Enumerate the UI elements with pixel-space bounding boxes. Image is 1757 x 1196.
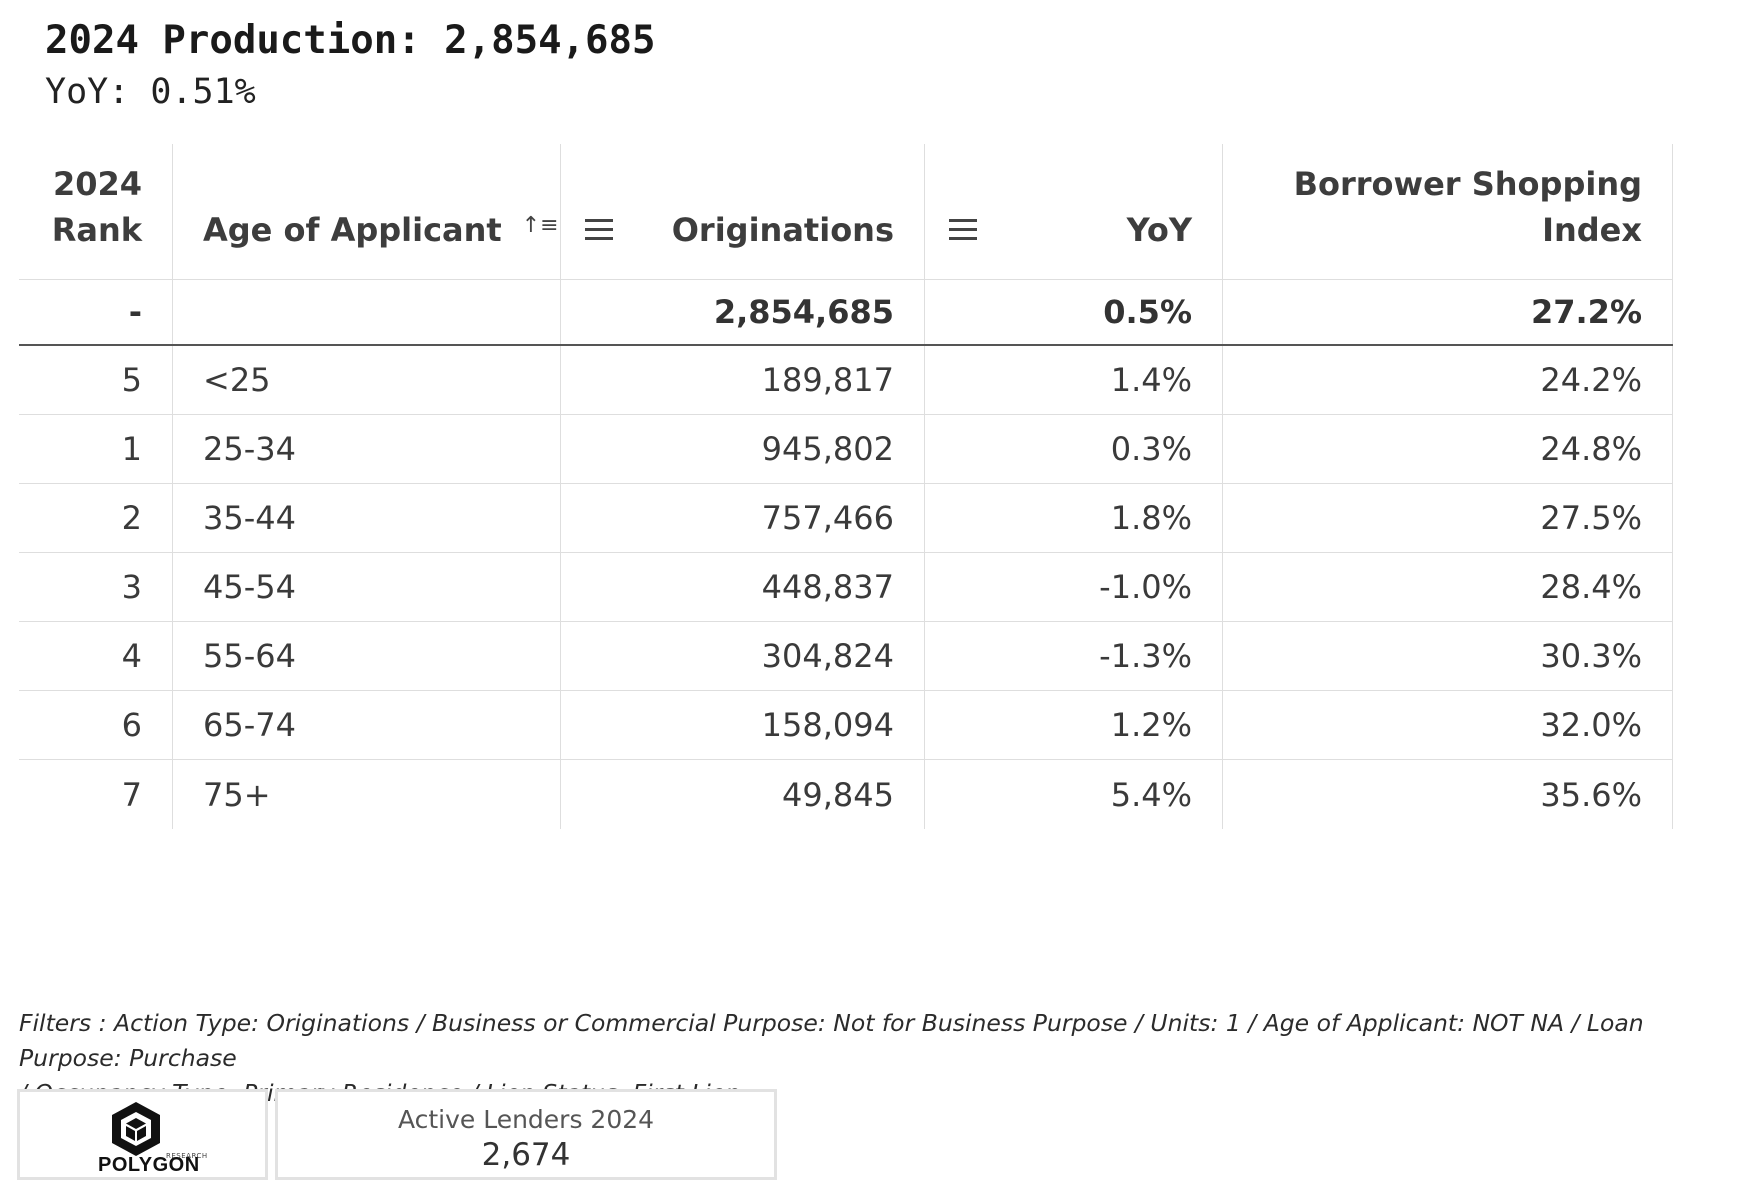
table-header-row: 2024 Rank Age of Applicant ↑≡ Originatio… — [19, 144, 1673, 280]
filters-line-1: Filters : Action Type: Originations / Bu… — [19, 1009, 1644, 1072]
table-row[interactable]: 1 25-34 945,802 0.3% 24.8% — [19, 415, 1673, 484]
cell-yoy: -1.3% — [925, 622, 1223, 690]
table-row[interactable]: 7 75+ 49,845 5.4% 35.6% — [19, 760, 1673, 829]
cell-yoy: 5.4% — [925, 760, 1223, 829]
cell-bsi: 35.6% — [1223, 760, 1673, 829]
table-row[interactable]: 4 55-64 304,824 -1.3% 30.3% — [19, 622, 1673, 691]
column-menu-icon[interactable] — [949, 219, 977, 241]
column-header-yoy-label: YoY — [1126, 211, 1192, 249]
column-header-bsi-line1: Borrower Shopping — [1293, 165, 1642, 203]
cell-rank: 5 — [19, 346, 173, 414]
table-total-row: - 2,854,685 0.5% 27.2% — [19, 280, 1673, 346]
table-row[interactable]: 5 <25 189,817 1.4% 24.2% — [19, 346, 1673, 415]
active-lenders-label: Active Lenders 2024 — [397, 1105, 655, 1134]
column-header-originations-label: Originations — [671, 211, 894, 249]
table-row[interactable]: 6 65-74 158,094 1.2% 32.0% — [19, 691, 1673, 760]
table-row[interactable]: 2 35-44 757,466 1.8% 27.5% — [19, 484, 1673, 553]
sort-ascending-icon[interactable]: ↑≡ — [521, 213, 559, 238]
page-subtitle: YoY: 0.51% — [45, 72, 256, 112]
cell-age: 25-34 — [173, 415, 561, 483]
cell-yoy: 1.8% — [925, 484, 1223, 552]
total-yoy: 0.5% — [925, 280, 1223, 344]
total-originations: 2,854,685 — [561, 280, 925, 344]
column-header-age[interactable]: Age of Applicant ↑≡ — [173, 144, 561, 279]
cell-age: 65-74 — [173, 691, 561, 759]
table-row[interactable]: 3 45-54 448,837 -1.0% 28.4% — [19, 553, 1673, 622]
total-rank: - — [19, 280, 173, 344]
cell-originations: 189,817 — [561, 346, 925, 414]
column-header-rank-line1: 2024 — [52, 165, 142, 203]
total-age — [173, 280, 561, 344]
cell-yoy: 0.3% — [925, 415, 1223, 483]
cell-originations: 757,466 — [561, 484, 925, 552]
active-lenders-value: 2,674 — [481, 1137, 571, 1173]
cell-bsi: 28.4% — [1223, 553, 1673, 621]
column-header-yoy[interactable]: YoY — [925, 144, 1223, 279]
polygon-logo-card: RESEARCH POLYGON — [17, 1089, 268, 1180]
cell-bsi: 32.0% — [1223, 691, 1673, 759]
cell-age: 45-54 — [173, 553, 561, 621]
cell-rank: 4 — [19, 622, 173, 690]
cell-originations: 49,845 — [561, 760, 925, 829]
cell-yoy: 1.4% — [925, 346, 1223, 414]
column-header-bsi[interactable]: Borrower Shopping Index — [1223, 144, 1673, 279]
cell-age: 55-64 — [173, 622, 561, 690]
page-title: 2024 Production: 2,854,685 — [45, 18, 656, 63]
cell-originations: 945,802 — [561, 415, 925, 483]
cell-originations: 448,837 — [561, 553, 925, 621]
cell-rank: 1 — [19, 415, 173, 483]
page-header: 2024 Production: 2,854,685 YoY: 0.51% — [45, 14, 655, 116]
cell-originations: 158,094 — [561, 691, 925, 759]
cell-yoy: 1.2% — [925, 691, 1223, 759]
cell-yoy: -1.0% — [925, 553, 1223, 621]
cell-age: 35-44 — [173, 484, 561, 552]
cell-rank: 2 — [19, 484, 173, 552]
cell-bsi: 24.8% — [1223, 415, 1673, 483]
cell-rank: 3 — [19, 553, 173, 621]
cell-rank: 6 — [19, 691, 173, 759]
column-header-rank[interactable]: 2024 Rank — [19, 144, 173, 279]
total-bsi: 27.2% — [1223, 280, 1673, 344]
cell-bsi: 30.3% — [1223, 622, 1673, 690]
cell-bsi: 24.2% — [1223, 346, 1673, 414]
active-lenders-card: Active Lenders 2024 2,674 — [275, 1089, 777, 1180]
cell-originations: 304,824 — [561, 622, 925, 690]
cell-bsi: 27.5% — [1223, 484, 1673, 552]
logo-polygon-text: POLYGON — [98, 1154, 200, 1176]
column-header-bsi-line2: Index — [1542, 211, 1642, 249]
data-table: 2024 Rank Age of Applicant ↑≡ Originatio… — [19, 144, 1673, 829]
logo-research-text: RESEARCH — [166, 1152, 208, 1160]
column-header-originations[interactable]: Originations — [561, 144, 925, 279]
column-menu-icon[interactable] — [585, 219, 613, 241]
cell-age: <25 — [173, 346, 561, 414]
polygon-logo-icon — [112, 1102, 160, 1156]
cell-age: 75+ — [173, 760, 561, 829]
column-header-rank-line2: Rank — [51, 211, 142, 249]
cell-rank: 7 — [19, 760, 173, 829]
column-header-age-label: Age of Applicant — [203, 211, 502, 249]
